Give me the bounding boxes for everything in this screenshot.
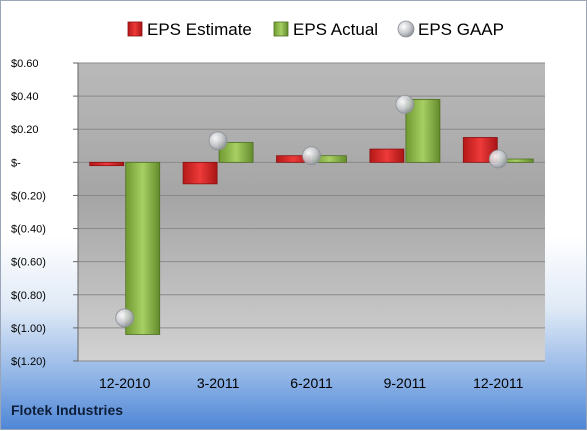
bars xyxy=(89,99,534,335)
y-tick-label: $(0.80) xyxy=(11,290,46,302)
y-tick-label: $(0.20) xyxy=(11,190,46,202)
chart-legend: EPS Estimate EPS Actual EPS GAAP xyxy=(127,20,504,39)
y-tick-label: $0.20 xyxy=(11,124,39,136)
legend-swatch xyxy=(273,21,289,37)
y-tick-label: $(1.20) xyxy=(11,356,46,368)
y-tick-label: $(0.60) xyxy=(11,257,46,269)
eps-gaap-marker xyxy=(115,308,135,328)
legend-label: EPS Actual xyxy=(293,20,378,39)
company-name: Flotek Industries xyxy=(11,402,124,418)
y-tick-label: $- xyxy=(11,157,21,169)
eps-gaap-marker xyxy=(395,94,415,114)
y-tick-label: $0.60 xyxy=(11,58,39,70)
x-category-label: 12-2010 xyxy=(99,375,151,391)
y-tick-label: $(0.40) xyxy=(11,224,46,236)
x-category-label: 12-2011 xyxy=(473,375,524,391)
y-axis-ticks: $0.60 $0.40 $0.20 $- $(0.20) $(0.40) $(0.60) $(… xyxy=(11,58,46,368)
eps-actual-bar xyxy=(218,142,254,163)
x-category-label: 6-2011 xyxy=(290,375,333,391)
x-category-label: 9-2011 xyxy=(384,375,427,391)
eps-estimate-bar xyxy=(369,148,405,163)
y-tick-label: $(1.00) xyxy=(11,323,46,335)
legend-label: EPS Estimate xyxy=(147,20,252,39)
x-category-label: 3-2011 xyxy=(197,375,240,391)
eps-gaap-marker xyxy=(302,146,321,166)
x-axis-categories: 12-2010 3-2011 6-2011 9-2011 12-2011 xyxy=(99,375,524,391)
eps-gaap-marker xyxy=(488,149,508,169)
legend-swatch xyxy=(397,20,415,38)
eps-estimate-bar xyxy=(182,161,218,185)
eps-gaap-marker xyxy=(208,131,228,151)
eps-estimate-bar xyxy=(89,161,125,167)
y-tick-label: $0.40 xyxy=(11,91,39,103)
legend-label: EPS GAAP xyxy=(418,20,504,39)
eps-actual-bar xyxy=(405,99,441,163)
eps-actual-bar xyxy=(125,161,161,335)
legend-swatch xyxy=(127,21,143,37)
gaap-markers xyxy=(115,94,508,328)
